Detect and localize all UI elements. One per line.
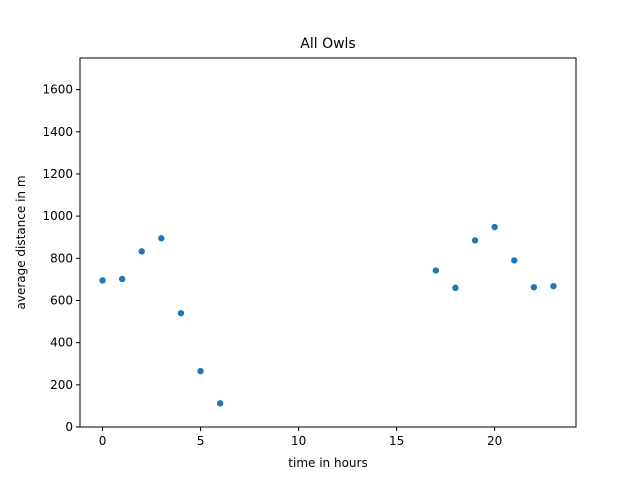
y-tick-label: 400 bbox=[50, 336, 73, 350]
x-tick-label: 0 bbox=[99, 434, 107, 448]
data-point bbox=[511, 257, 518, 264]
y-tick-label: 1000 bbox=[42, 209, 73, 223]
x-tick-label: 15 bbox=[389, 434, 404, 448]
x-tick-label: 20 bbox=[487, 434, 502, 448]
y-tick-label: 200 bbox=[50, 378, 73, 392]
data-points bbox=[99, 223, 557, 407]
y-tick-label: 0 bbox=[65, 420, 73, 434]
data-point bbox=[550, 282, 557, 290]
data-point bbox=[118, 275, 126, 283]
data-point bbox=[177, 309, 185, 317]
y-tick-label: 1400 bbox=[42, 125, 73, 139]
data-point bbox=[99, 277, 106, 284]
data-point bbox=[158, 235, 165, 242]
y-axis-label: average distance in m bbox=[14, 175, 28, 309]
data-point bbox=[432, 267, 440, 274]
x-tick-label: 5 bbox=[197, 434, 205, 448]
x-axis-ticks: 0 5 10 15 20 bbox=[99, 427, 502, 448]
y-tick-label: 600 bbox=[50, 293, 73, 307]
y-axis-ticks: 0 200 400 600 800 1000 1200 1400 1600 bbox=[42, 83, 80, 434]
chart-title: All Owls bbox=[300, 36, 355, 52]
y-tick-label: 1200 bbox=[42, 167, 73, 181]
x-axis-label: time in hours bbox=[288, 456, 367, 470]
data-point bbox=[452, 284, 459, 292]
data-point bbox=[491, 223, 498, 231]
y-tick-label: 1600 bbox=[42, 83, 73, 97]
data-point bbox=[530, 284, 538, 291]
data-point bbox=[138, 248, 145, 255]
y-tick-label: 800 bbox=[50, 251, 73, 265]
axes bbox=[79, 57, 577, 428]
plot-frame bbox=[79, 57, 577, 428]
data-point bbox=[216, 400, 224, 407]
data-point bbox=[471, 237, 479, 244]
data-point bbox=[197, 367, 204, 375]
x-tick-label: 10 bbox=[291, 434, 306, 448]
